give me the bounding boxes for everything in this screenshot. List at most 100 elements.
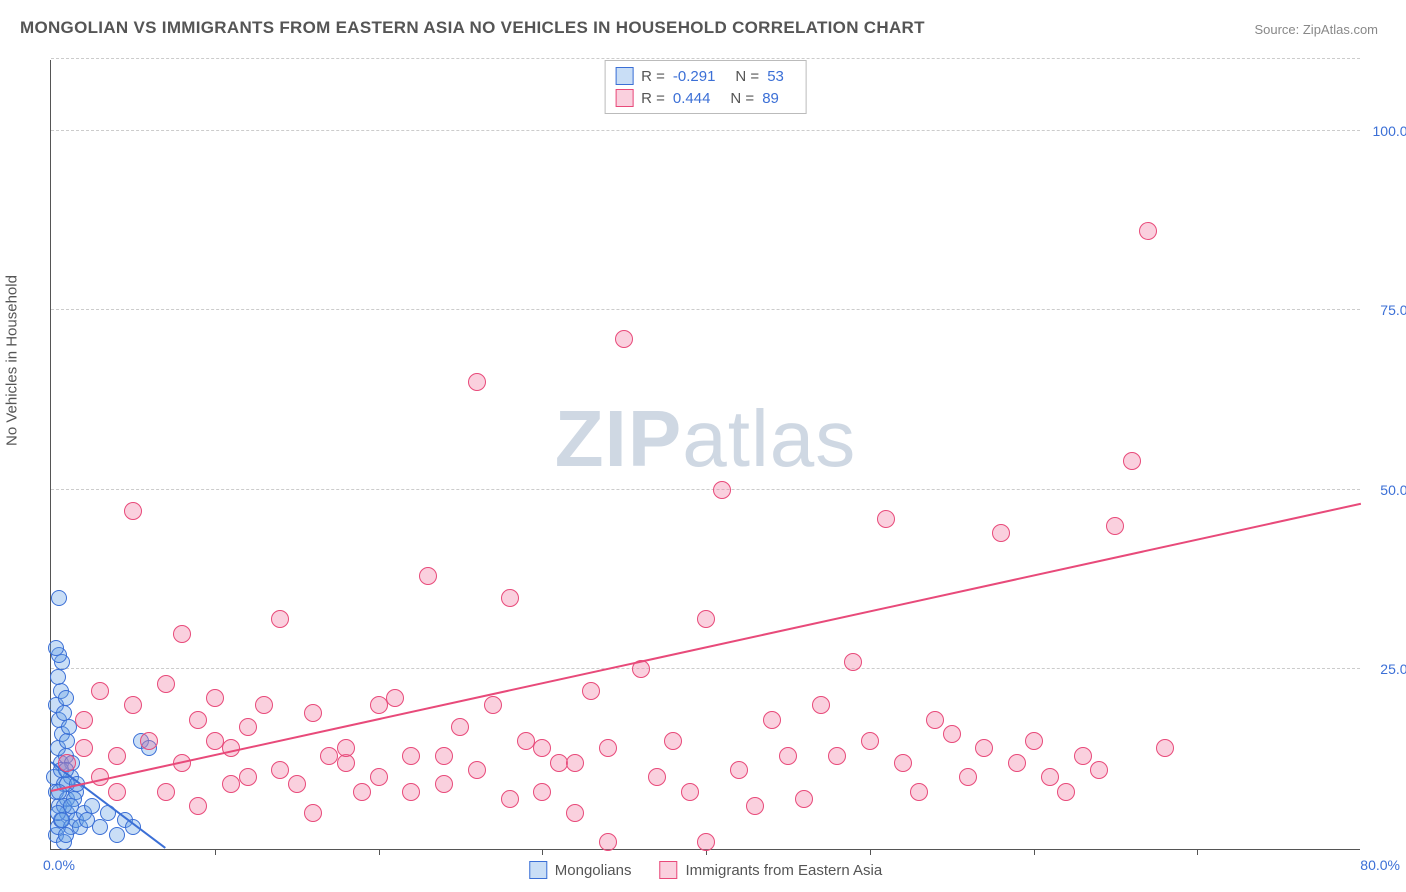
data-point [828, 747, 846, 765]
data-point [419, 567, 437, 585]
data-point [157, 675, 175, 693]
data-point [75, 711, 93, 729]
legend-label: Mongolians [555, 862, 632, 879]
data-point [140, 732, 158, 750]
data-point [1057, 783, 1075, 801]
data-point [271, 761, 289, 779]
data-point [271, 610, 289, 628]
data-point [1074, 747, 1092, 765]
data-point [337, 739, 355, 757]
data-point [697, 833, 715, 851]
data-point [435, 747, 453, 765]
data-point [877, 510, 895, 528]
data-point [795, 790, 813, 808]
x-tick [1034, 849, 1035, 855]
legend-n-value: 53 [767, 68, 784, 85]
data-point [124, 696, 142, 714]
legend-r-value: 0.444 [673, 90, 711, 107]
data-point [910, 783, 928, 801]
gridline [51, 489, 1360, 490]
chart-title: MONGOLIAN VS IMMIGRANTS FROM EASTERN ASI… [20, 18, 925, 38]
legend-n-label: N = [735, 68, 759, 85]
data-point [664, 732, 682, 750]
data-point [697, 610, 715, 628]
data-point [1123, 452, 1141, 470]
data-point [109, 827, 125, 843]
data-point [304, 804, 322, 822]
data-point [681, 783, 699, 801]
data-point [51, 590, 67, 606]
data-point [108, 747, 126, 765]
data-point [54, 812, 70, 828]
y-tick-label: 75.0% [1380, 302, 1406, 318]
legend-correlation: R = -0.291 N = 53 R = 0.444 N = 89 [604, 60, 807, 114]
data-point [1106, 517, 1124, 535]
data-point [550, 754, 568, 772]
legend-item: Mongolians [529, 861, 632, 879]
data-point [484, 696, 502, 714]
legend-row: R =-0.291N =53 [615, 65, 796, 87]
x-tick-label: 0.0% [43, 857, 75, 873]
legend-n-value: 89 [762, 90, 779, 107]
y-tick-label: 50.0% [1380, 482, 1406, 498]
legend-r-value: -0.291 [673, 68, 716, 85]
chart-container: MONGOLIAN VS IMMIGRANTS FROM EASTERN ASI… [0, 0, 1406, 892]
data-point [370, 696, 388, 714]
data-point [222, 775, 240, 793]
legend-row: R = 0.444 N = 89 [615, 87, 796, 109]
data-point [730, 761, 748, 779]
data-point [386, 689, 404, 707]
data-point [599, 739, 617, 757]
x-tick [870, 849, 871, 855]
data-point [582, 682, 600, 700]
data-point [451, 718, 469, 736]
legend-label: Immigrants from Eastern Asia [685, 862, 882, 879]
data-point [501, 589, 519, 607]
x-tick [1197, 849, 1198, 855]
data-point [239, 768, 257, 786]
data-point [157, 783, 175, 801]
data-point [206, 732, 224, 750]
source-label: Source: ZipAtlas.com [1254, 22, 1378, 37]
plot-area: ZIPatlas R =-0.291N =53R =0.444N =89 Mon… [50, 60, 1360, 850]
data-point [108, 783, 126, 801]
legend-item: Immigrants from Eastern Asia [659, 861, 882, 879]
data-point [648, 768, 666, 786]
x-tick [379, 849, 380, 855]
data-point [58, 690, 74, 706]
legend-series: Mongolians Immigrants from Eastern Asia [529, 861, 882, 879]
data-point [435, 775, 453, 793]
data-point [763, 711, 781, 729]
legend-swatch [615, 89, 633, 107]
data-point [615, 330, 633, 348]
gridline [51, 668, 1360, 669]
data-point [1008, 754, 1026, 772]
x-tick-label: 80.0% [1360, 857, 1400, 873]
x-tick [542, 849, 543, 855]
data-point [48, 640, 64, 656]
y-axis-label: No Vehicles in Household [4, 275, 21, 446]
data-point [288, 775, 306, 793]
legend-n-label: N = [730, 90, 754, 107]
y-tick-label: 100.0% [1373, 123, 1406, 139]
data-point [713, 481, 731, 499]
gridline [51, 130, 1360, 131]
gridline [51, 58, 1360, 59]
data-point [173, 625, 191, 643]
data-point [58, 827, 74, 843]
data-point [501, 790, 519, 808]
data-point [779, 747, 797, 765]
gridline [51, 309, 1360, 310]
legend-swatch [659, 861, 677, 879]
data-point [84, 798, 100, 814]
data-point [566, 804, 584, 822]
data-point [533, 739, 551, 757]
data-point [599, 833, 617, 851]
data-point [353, 783, 371, 801]
data-point [402, 783, 420, 801]
legend-r-label: R = [641, 90, 665, 107]
data-point [320, 747, 338, 765]
data-point [943, 725, 961, 743]
data-point [926, 711, 944, 729]
data-point [468, 761, 486, 779]
